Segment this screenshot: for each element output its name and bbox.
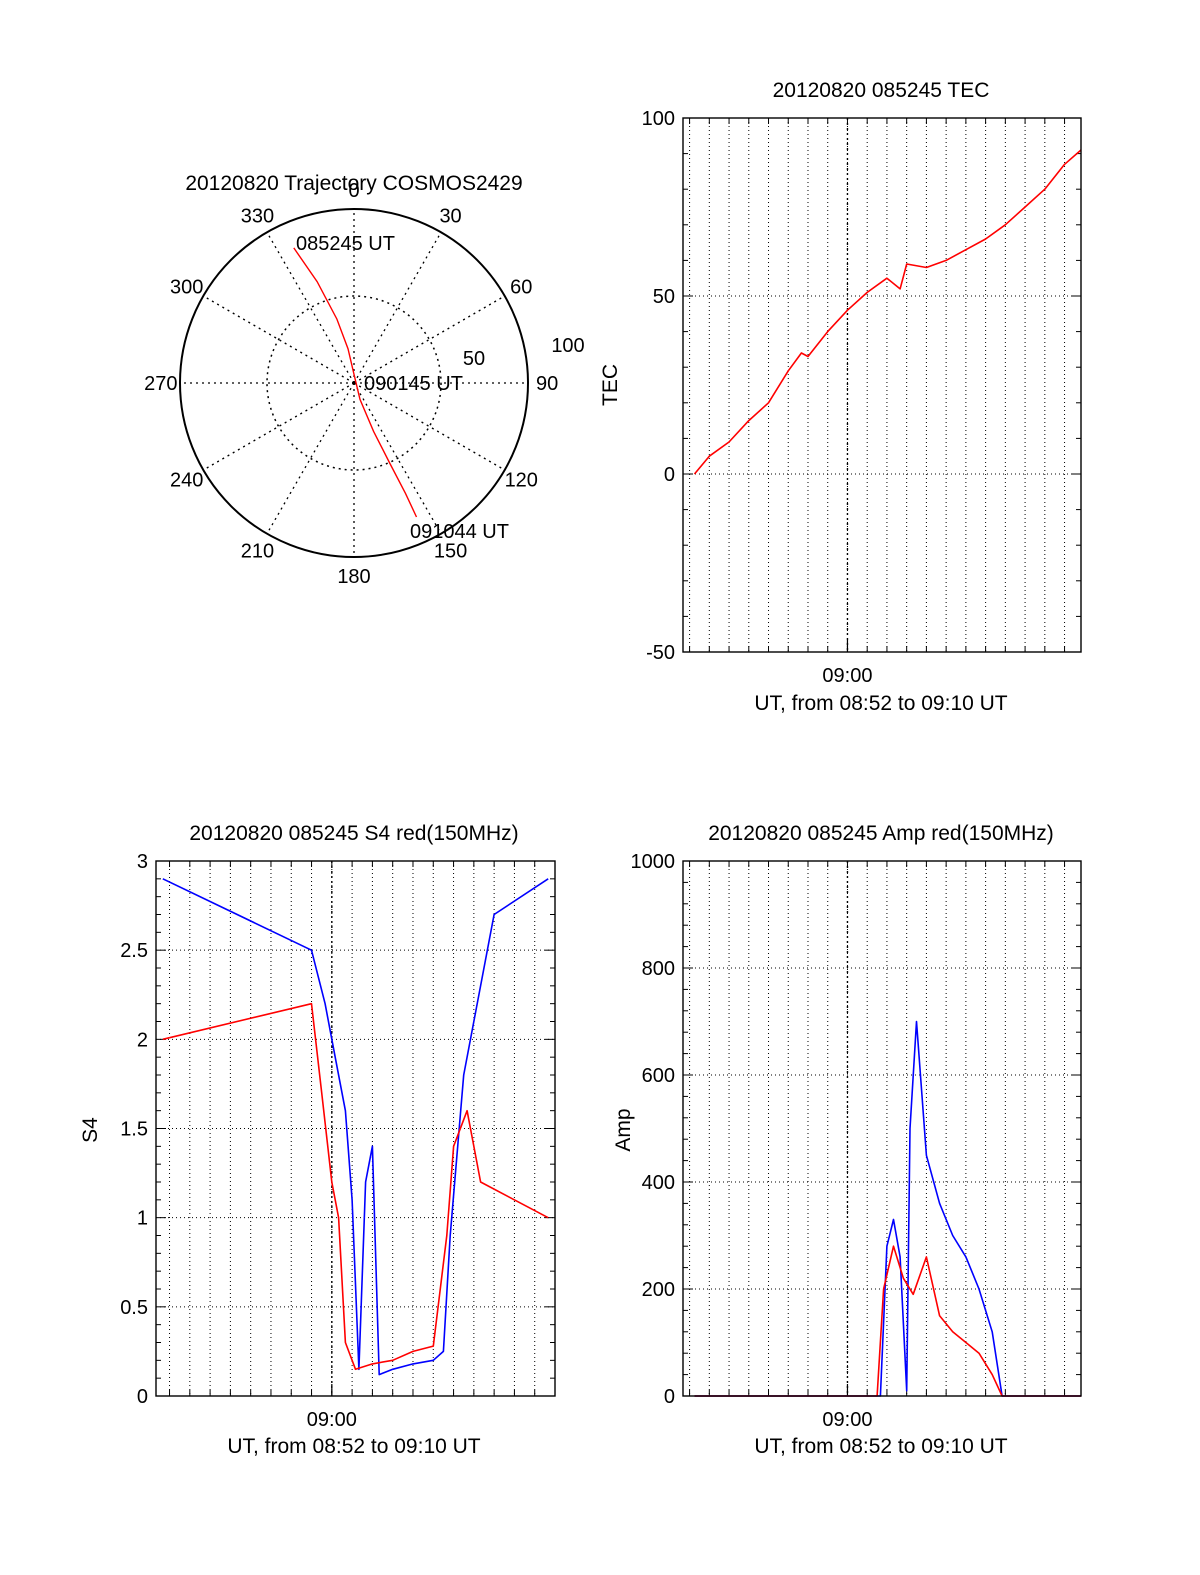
polar-radius-label: 50 <box>463 348 485 370</box>
polar-spoke <box>202 382 355 471</box>
polar-angle-label: 30 <box>439 206 461 228</box>
tec-title: 20120820 085245 TEC <box>773 79 990 102</box>
tec-xlabel: UT, from 08:52 to 09:10 UT <box>754 692 1007 715</box>
y-tick-label: 100 <box>642 108 675 130</box>
s4-xlabel: UT, from 08:52 to 09:10 UT <box>227 1435 480 1458</box>
y-tick-label: 2 <box>137 1029 148 1051</box>
y-tick-label: 600 <box>642 1065 675 1087</box>
trajectory-grid <box>179 208 529 558</box>
y-tick-label: 1.5 <box>120 1119 148 1141</box>
s4-panel: 20120820 085245 S4 red(150MHz) UT, from … <box>79 822 556 1458</box>
x-tick-label: 09:00 <box>822 665 872 687</box>
polar-angle-label: 330 <box>241 206 274 228</box>
amp-plot-area: 0 200 400 600 800 1000 09:00 <box>631 851 1082 1431</box>
annotation-mid-time: 090145 UT <box>364 373 463 395</box>
y-tick-label: 800 <box>642 958 675 980</box>
y-tick-label: 0 <box>664 1386 675 1408</box>
amp-xlabel: UT, from 08:52 to 09:10 UT <box>754 1435 1007 1458</box>
y-tick-label: -50 <box>646 642 675 664</box>
series-line-blue <box>694 1020 1081 1397</box>
y-tick-label: 0 <box>664 464 675 486</box>
y-tick-label: 1 <box>137 1208 148 1230</box>
polar-spoke <box>266 382 355 535</box>
polar-angle-label: 180 <box>337 566 370 588</box>
trajectory-line <box>293 247 418 518</box>
y-tick-label: 0.5 <box>120 1297 148 1319</box>
series-line-blue <box>162 878 549 1376</box>
y-tick-label: 200 <box>642 1279 675 1301</box>
amp-title: 20120820 085245 Amp red(150MHz) <box>708 822 1054 845</box>
plot-frame <box>155 860 556 1397</box>
plot-frame <box>682 860 1082 1397</box>
polar-spoke <box>353 382 442 535</box>
tec-plot-area: -50 0 50 100 09:00 <box>642 108 1082 687</box>
amp-panel: 20120820 085245 Amp red(150MHz) UT, from… <box>612 822 1082 1458</box>
x-tick-label: 09:00 <box>307 1409 357 1431</box>
y-tick-label: 1000 <box>631 851 676 873</box>
trajectory-angle-labels: 0 30 60 90 120 150 180 210 240 270 300 330 <box>144 180 558 588</box>
polar-radius-label: 100 <box>551 335 584 357</box>
s4-title: 20120820 085245 S4 red(150MHz) <box>189 822 518 845</box>
tec-panel: 20120820 085245 TEC UT, from 08:52 to 09… <box>599 79 1082 715</box>
trajectory-panel: 20120820 Trajectory COSMOS2429 0 30 60 90 12… <box>144 172 585 588</box>
polar-angle-label: 300 <box>170 276 203 298</box>
trajectory-radius-labels: 50 100 <box>463 335 585 370</box>
polar-grid-circle <box>266 295 442 471</box>
annotation-end-time: 091044 UT <box>410 521 509 543</box>
s4-ylabel: S4 <box>79 1117 102 1143</box>
series-line-red <box>694 1245 1081 1397</box>
polar-spoke <box>353 231 442 384</box>
polar-spoke <box>353 295 506 384</box>
trajectory-title: 20120820 Trajectory COSMOS2429 <box>185 172 522 195</box>
polar-angle-label: 150 <box>434 540 467 562</box>
polar-angle-label: 60 <box>510 276 532 298</box>
trajectory-annotations: 085245 UT 090145 UT 091044 UT <box>296 233 509 543</box>
series-line-red <box>162 1002 549 1371</box>
polar-angle-label: 0 <box>348 180 359 202</box>
y-tick-label: 50 <box>653 286 675 308</box>
amp-ylabel: Amp <box>612 1108 635 1151</box>
polar-angle-label: 120 <box>505 470 538 492</box>
polar-angle-label: 240 <box>170 470 203 492</box>
polar-spoke <box>353 382 506 471</box>
polar-spoke <box>266 231 355 384</box>
polar-outer-circle <box>179 208 529 558</box>
tec-ylabel: TEC <box>599 364 622 406</box>
series-line-red <box>693 149 1082 475</box>
y-tick-label: 2.5 <box>120 940 148 962</box>
y-tick-label: 0 <box>137 1386 148 1408</box>
plot-frame <box>682 117 1082 653</box>
x-tick-label: 09:00 <box>822 1409 872 1431</box>
s4-plot-area: 0 0.5 1 1.5 2 2.5 3 09:00 <box>120 851 556 1431</box>
polar-spoke <box>202 295 355 384</box>
annotation-start-time: 085245 UT <box>296 233 395 255</box>
y-tick-label: 400 <box>642 1172 675 1194</box>
polar-angle-label: 270 <box>144 373 177 395</box>
polar-angle-label: 210 <box>241 540 274 562</box>
y-tick-label: 3 <box>137 851 148 873</box>
polar-angle-label: 90 <box>536 373 558 395</box>
trajectory-series <box>293 247 418 518</box>
